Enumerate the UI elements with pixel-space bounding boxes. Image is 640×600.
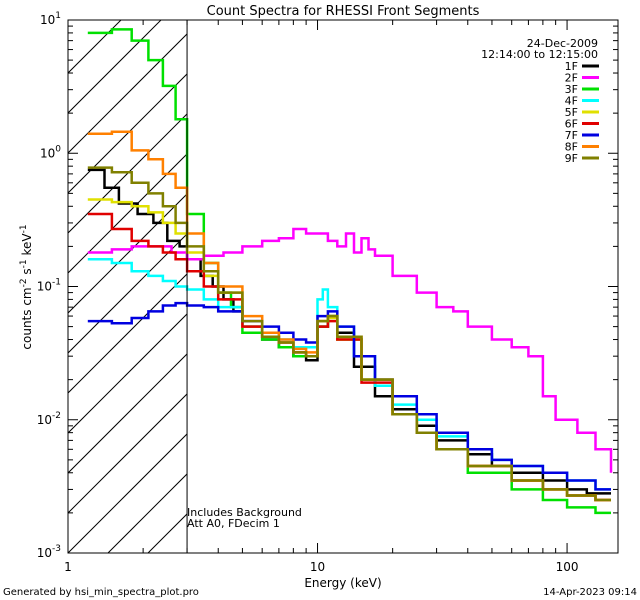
legend-date: 24-Dec-2009 xyxy=(527,37,598,50)
note-attenuator: Att A0, FDecim 1 xyxy=(187,517,280,530)
hatch-line xyxy=(68,20,162,114)
axis-layer: 1 10 100 10-3 10-2 10-1 100 101 xyxy=(37,11,618,574)
legend-label-2F: 2F xyxy=(565,72,578,85)
y-tick-label: 10-2 xyxy=(37,411,61,427)
y-tick-label: 10-3 xyxy=(37,544,61,560)
hatch-line xyxy=(68,193,188,314)
y-tick-label: 100 xyxy=(40,144,61,160)
x-axis-label: Energy (keV) xyxy=(304,576,381,590)
legend-label-6F: 6F xyxy=(565,118,578,131)
legend-label-1F: 1F xyxy=(565,60,578,73)
legend-label-4F: 4F xyxy=(565,95,578,108)
hatch-line xyxy=(68,233,188,354)
hatch-line xyxy=(68,433,188,553)
y-tick-label: 10-1 xyxy=(37,278,61,294)
series-1F xyxy=(87,168,611,495)
legend-label-3F: 3F xyxy=(565,83,578,96)
legend-time-range: 12:14:00 to 12:15:00 xyxy=(481,48,598,61)
x-tick-label: 10 xyxy=(310,560,325,574)
legend-label-8F: 8F xyxy=(565,141,578,154)
series-8F xyxy=(87,130,611,502)
hatch-line xyxy=(68,393,188,514)
series-3F xyxy=(87,28,611,515)
hatch-line xyxy=(68,353,188,474)
legend-label-7F: 7F xyxy=(565,129,578,142)
hatch-line xyxy=(628,20,640,553)
legend-label-5F: 5F xyxy=(565,106,578,119)
hatch-line xyxy=(68,73,188,194)
series-2F xyxy=(87,227,613,473)
hatch-line xyxy=(228,20,640,553)
footer-generated-by: Generated by hsi_min_spectra_plot.pro xyxy=(3,587,199,598)
y-axis-label: counts cm-2 s-1 keV-1 xyxy=(19,224,34,349)
series-layer xyxy=(87,28,613,515)
legend-label-9F: 9F xyxy=(565,152,578,165)
x-tick-label: 100 xyxy=(556,560,579,574)
series-7F xyxy=(87,301,611,491)
y-tick-label: 101 xyxy=(40,11,61,27)
series-9F xyxy=(87,166,611,502)
chart-title: Count Spectra for RHESSI Front Segments xyxy=(207,4,480,19)
note-background: Includes Background xyxy=(187,506,302,519)
footer-timestamp: 14-Apr-2023 09:14 xyxy=(543,587,637,598)
hatch-line xyxy=(68,33,188,154)
x-tick-label: 1 xyxy=(64,560,72,574)
